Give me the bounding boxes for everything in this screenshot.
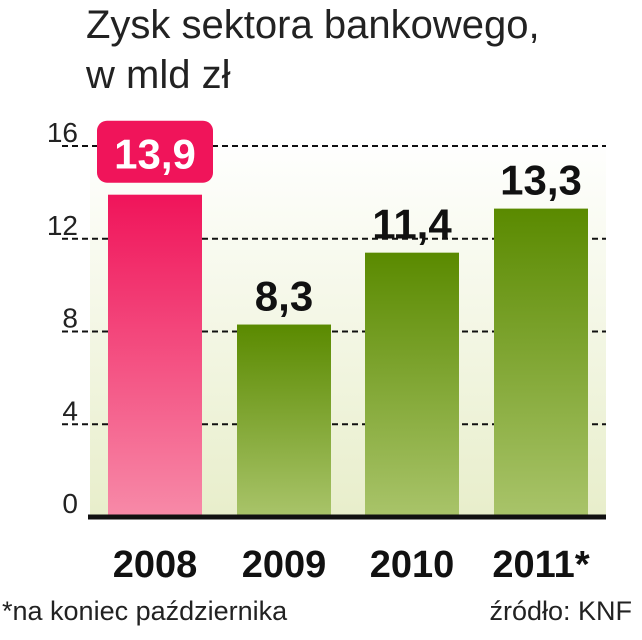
y-tick-label: 16 [47,117,78,148]
y-tick-label: 0 [62,488,78,519]
y-tick-labels: 0 4 8 12 16 [47,117,78,519]
category-label: 2009 [242,544,327,586]
bar-2009 [237,324,331,517]
category-label: 2010 [370,544,455,586]
source-note: źródło: KNF [489,596,632,626]
y-tick-label: 4 [62,395,78,426]
category-label: 2008 [113,544,198,586]
data-label: 11,4 [372,201,452,248]
data-label: 13,9 [114,131,196,178]
y-tick-label: 12 [47,210,78,241]
bar-2008 [108,194,202,517]
chart-title-line2: w mld zł [86,53,231,97]
bars [108,194,588,517]
chart-title: Zysk sektora bankowego, w mld zł [86,0,540,100]
category-label: 2011* [492,544,589,586]
bar-2011* [494,208,588,517]
data-label: 13,3 [500,157,582,204]
chart-title-line1: Zysk sektora bankowego, [86,3,540,47]
category-labels: 2008 2009 2010 2011* [113,544,590,586]
footnote: *na koniec października [2,596,288,626]
bar-2010 [365,252,459,517]
data-labels: 13,9 8,3 11,4 13,3 [97,120,582,320]
y-tick-label: 8 [62,303,78,334]
data-label: 8,3 [255,273,313,320]
highlight-label-box [97,120,213,183]
